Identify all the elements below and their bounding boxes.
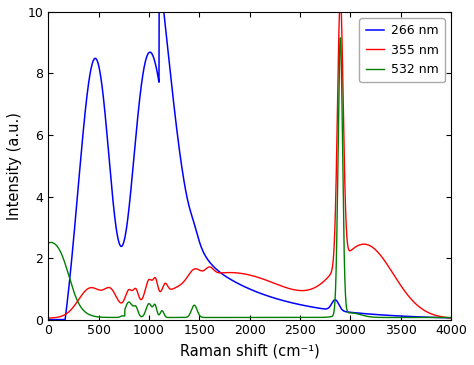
532 nm	[301, 315, 307, 320]
266 nm	[301, 303, 307, 308]
266 nm	[156, 10, 162, 14]
355 nm	[365, 243, 371, 247]
Legend: 266 nm, 355 nm, 532 nm: 266 nm, 355 nm, 532 nm	[359, 18, 445, 82]
266 nm	[46, 318, 51, 322]
Y-axis label: Intensity (a.u.): Intensity (a.u.)	[7, 112, 22, 220]
Line: 355 nm: 355 nm	[48, 12, 451, 318]
266 nm	[448, 316, 454, 320]
266 nm	[284, 299, 290, 304]
266 nm	[191, 221, 197, 226]
355 nm	[46, 316, 51, 320]
532 nm	[365, 314, 371, 319]
355 nm	[344, 236, 350, 240]
532 nm	[46, 241, 51, 245]
355 nm	[65, 310, 71, 314]
Line: 266 nm: 266 nm	[48, 12, 451, 320]
355 nm	[337, 10, 342, 14]
355 nm	[301, 288, 307, 293]
355 nm	[191, 267, 197, 271]
355 nm	[284, 285, 290, 290]
532 nm	[448, 315, 454, 320]
532 nm	[284, 315, 290, 320]
532 nm	[344, 308, 350, 312]
X-axis label: Raman shift (cm⁻¹): Raman shift (cm⁻¹)	[180, 343, 319, 358]
532 nm	[337, 35, 343, 40]
266 nm	[365, 312, 371, 316]
266 nm	[65, 289, 71, 293]
532 nm	[65, 272, 71, 277]
532 nm	[216, 315, 222, 320]
355 nm	[448, 316, 454, 320]
Line: 532 nm: 532 nm	[48, 38, 451, 318]
266 nm	[344, 310, 350, 314]
532 nm	[191, 303, 197, 307]
